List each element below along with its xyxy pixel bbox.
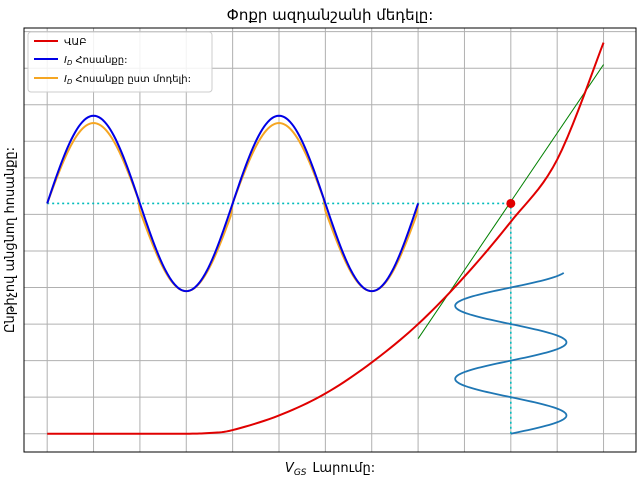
chart-title: Փոքր ազդանշանի մեդելը:: [227, 6, 434, 24]
legend-box: [27, 31, 213, 93]
legend-label-ideal-main: I: [64, 55, 67, 66]
x-axis-label-main: V: [285, 461, 295, 476]
y-axis-label: Ընթիչով անցնող հոսանքը:: [3, 147, 18, 333]
vac-curve-line: [47, 42, 605, 435]
ideal-current-line: [46, 114, 420, 293]
axes-frame: [23, 27, 637, 453]
legend-label-model: ID Հոսանքը ըստ մոդելի:: [64, 74, 191, 86]
q-point-marker: [506, 198, 516, 208]
x-axis-label: VGS Լարումը:: [285, 461, 375, 478]
legend-label-model-main: I: [64, 74, 67, 85]
legend-label-ideal: ID Հոսանքը:: [64, 55, 128, 67]
legend-label-vac: ՎԱԲ: [64, 37, 87, 48]
input-signal-line: [454, 272, 568, 435]
legend-label-ideal-sub: D: [67, 59, 73, 67]
legend-label-model-sub: D: [67, 78, 73, 86]
legend: ՎԱԲ ID Հոսանքը: ID Հոսանքը ըստ մոդելի:: [27, 31, 213, 93]
x-axis-label-subscript: GS: [294, 468, 307, 478]
plot-area: [46, 42, 605, 435]
x-axis-label-rest: Լարումը:: [313, 461, 376, 476]
legend-label-ideal-rest: Հոսանքը:: [72, 55, 127, 66]
legend-label-model-rest: Հոսանքը ըստ մոդելի:: [72, 74, 191, 85]
grid: [24, 28, 636, 452]
